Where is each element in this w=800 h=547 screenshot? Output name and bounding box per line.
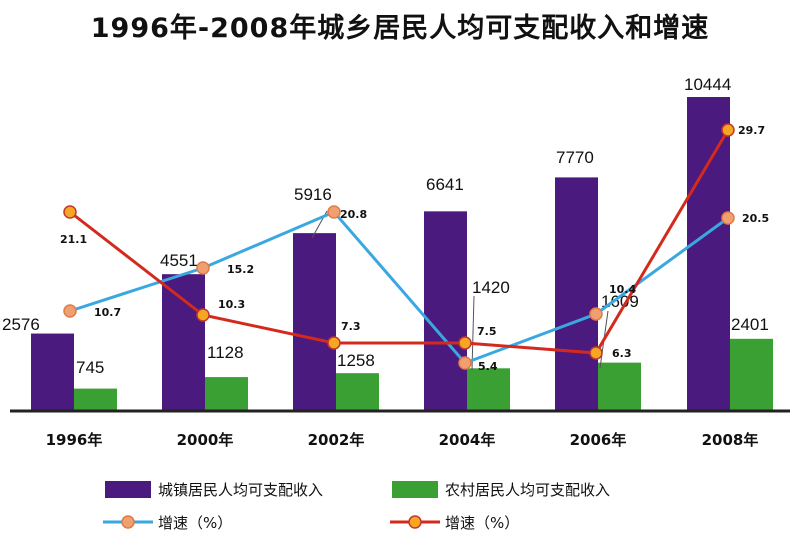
leader-line [471, 295, 475, 371]
growth-red-marker [458, 336, 472, 350]
growth-blue-marker [721, 211, 735, 225]
rural-value-label: 1420 [472, 278, 510, 297]
rural-bar [730, 338, 773, 411]
legend-marker-blue [121, 515, 135, 529]
growth-blue-marker [589, 307, 603, 321]
x-tick-label: 2008年 [702, 431, 759, 449]
chart-title: 1996年-2008年城乡居民人均可支配收入和增速 [90, 13, 710, 44]
growth-red-marker [589, 346, 603, 360]
growth-red-value: 6.3 [612, 347, 632, 360]
rural-bar [205, 377, 248, 411]
urban-value-label: 10444 [684, 75, 731, 94]
legend-swatch-urban [105, 481, 151, 498]
growth-red-marker [721, 123, 735, 137]
urban-bar [162, 274, 205, 411]
rural-bar [598, 362, 641, 411]
growth-red-value: 7.5 [477, 325, 497, 338]
growth-blue-line [69, 210, 729, 365]
growth-blue-marker [327, 205, 341, 219]
rural-value-label: 1258 [337, 351, 375, 370]
growth-red-value: 29.7 [738, 124, 765, 137]
rural-value-label: 2401 [731, 315, 769, 334]
growth-blue-value: 15.2 [227, 263, 254, 276]
x-tick-label: 2004年 [439, 431, 496, 449]
urban-bar [31, 333, 74, 411]
legend-marker-red [408, 515, 422, 529]
legend-label-red: 增速（%） [445, 514, 519, 532]
growth-blue-value: 20.5 [742, 212, 769, 225]
growth-red-value: 7.3 [341, 320, 361, 333]
rural-bar [336, 373, 379, 411]
legend-swatch-rural [392, 481, 438, 498]
urban-value-label: 6641 [426, 175, 464, 194]
growth-blue-value: 20.8 [340, 208, 367, 221]
growth-red-marker [63, 205, 77, 219]
x-tick-label: 2000年 [177, 431, 234, 449]
rural-value-label: 1128 [207, 343, 244, 362]
growth-red-marker [196, 308, 210, 322]
x-tick-label: 2002年 [308, 431, 365, 449]
urban-value-label: 5916 [294, 185, 332, 204]
growth-red-line [69, 129, 730, 355]
growth-blue-value: 10.4 [609, 283, 636, 296]
urban-bar [424, 211, 467, 411]
rural-value-label: 745 [76, 358, 104, 377]
growth-blue-value: 10.7 [94, 306, 121, 319]
rural-bar [74, 388, 117, 411]
urban-bar [555, 177, 598, 411]
growth-blue-marker [63, 304, 77, 318]
x-tick-label: 2006年 [570, 431, 627, 449]
growth-red-value: 21.1 [60, 233, 87, 246]
growth-blue-marker [458, 356, 472, 370]
urban-value-label: 2576 [2, 315, 40, 334]
legend-label-urban: 城镇居民人均可支配收入 [158, 481, 323, 499]
urban-bar [687, 97, 730, 411]
growth-blue-value: 5.4 [478, 360, 498, 373]
urban-bar [293, 233, 336, 411]
legend-label-blue: 增速（%） [158, 514, 232, 532]
growth-red-value: 10.3 [218, 298, 245, 311]
rural-bar [467, 368, 510, 411]
growth-blue-marker [196, 261, 210, 275]
urban-value-label: 7770 [556, 148, 594, 167]
x-tick-label: 1996年 [46, 431, 103, 449]
growth-red-marker [327, 336, 341, 350]
urban-value-label: 4551 [160, 251, 198, 270]
legend-label-rural: 农村居民人均可支配收入 [445, 481, 610, 499]
